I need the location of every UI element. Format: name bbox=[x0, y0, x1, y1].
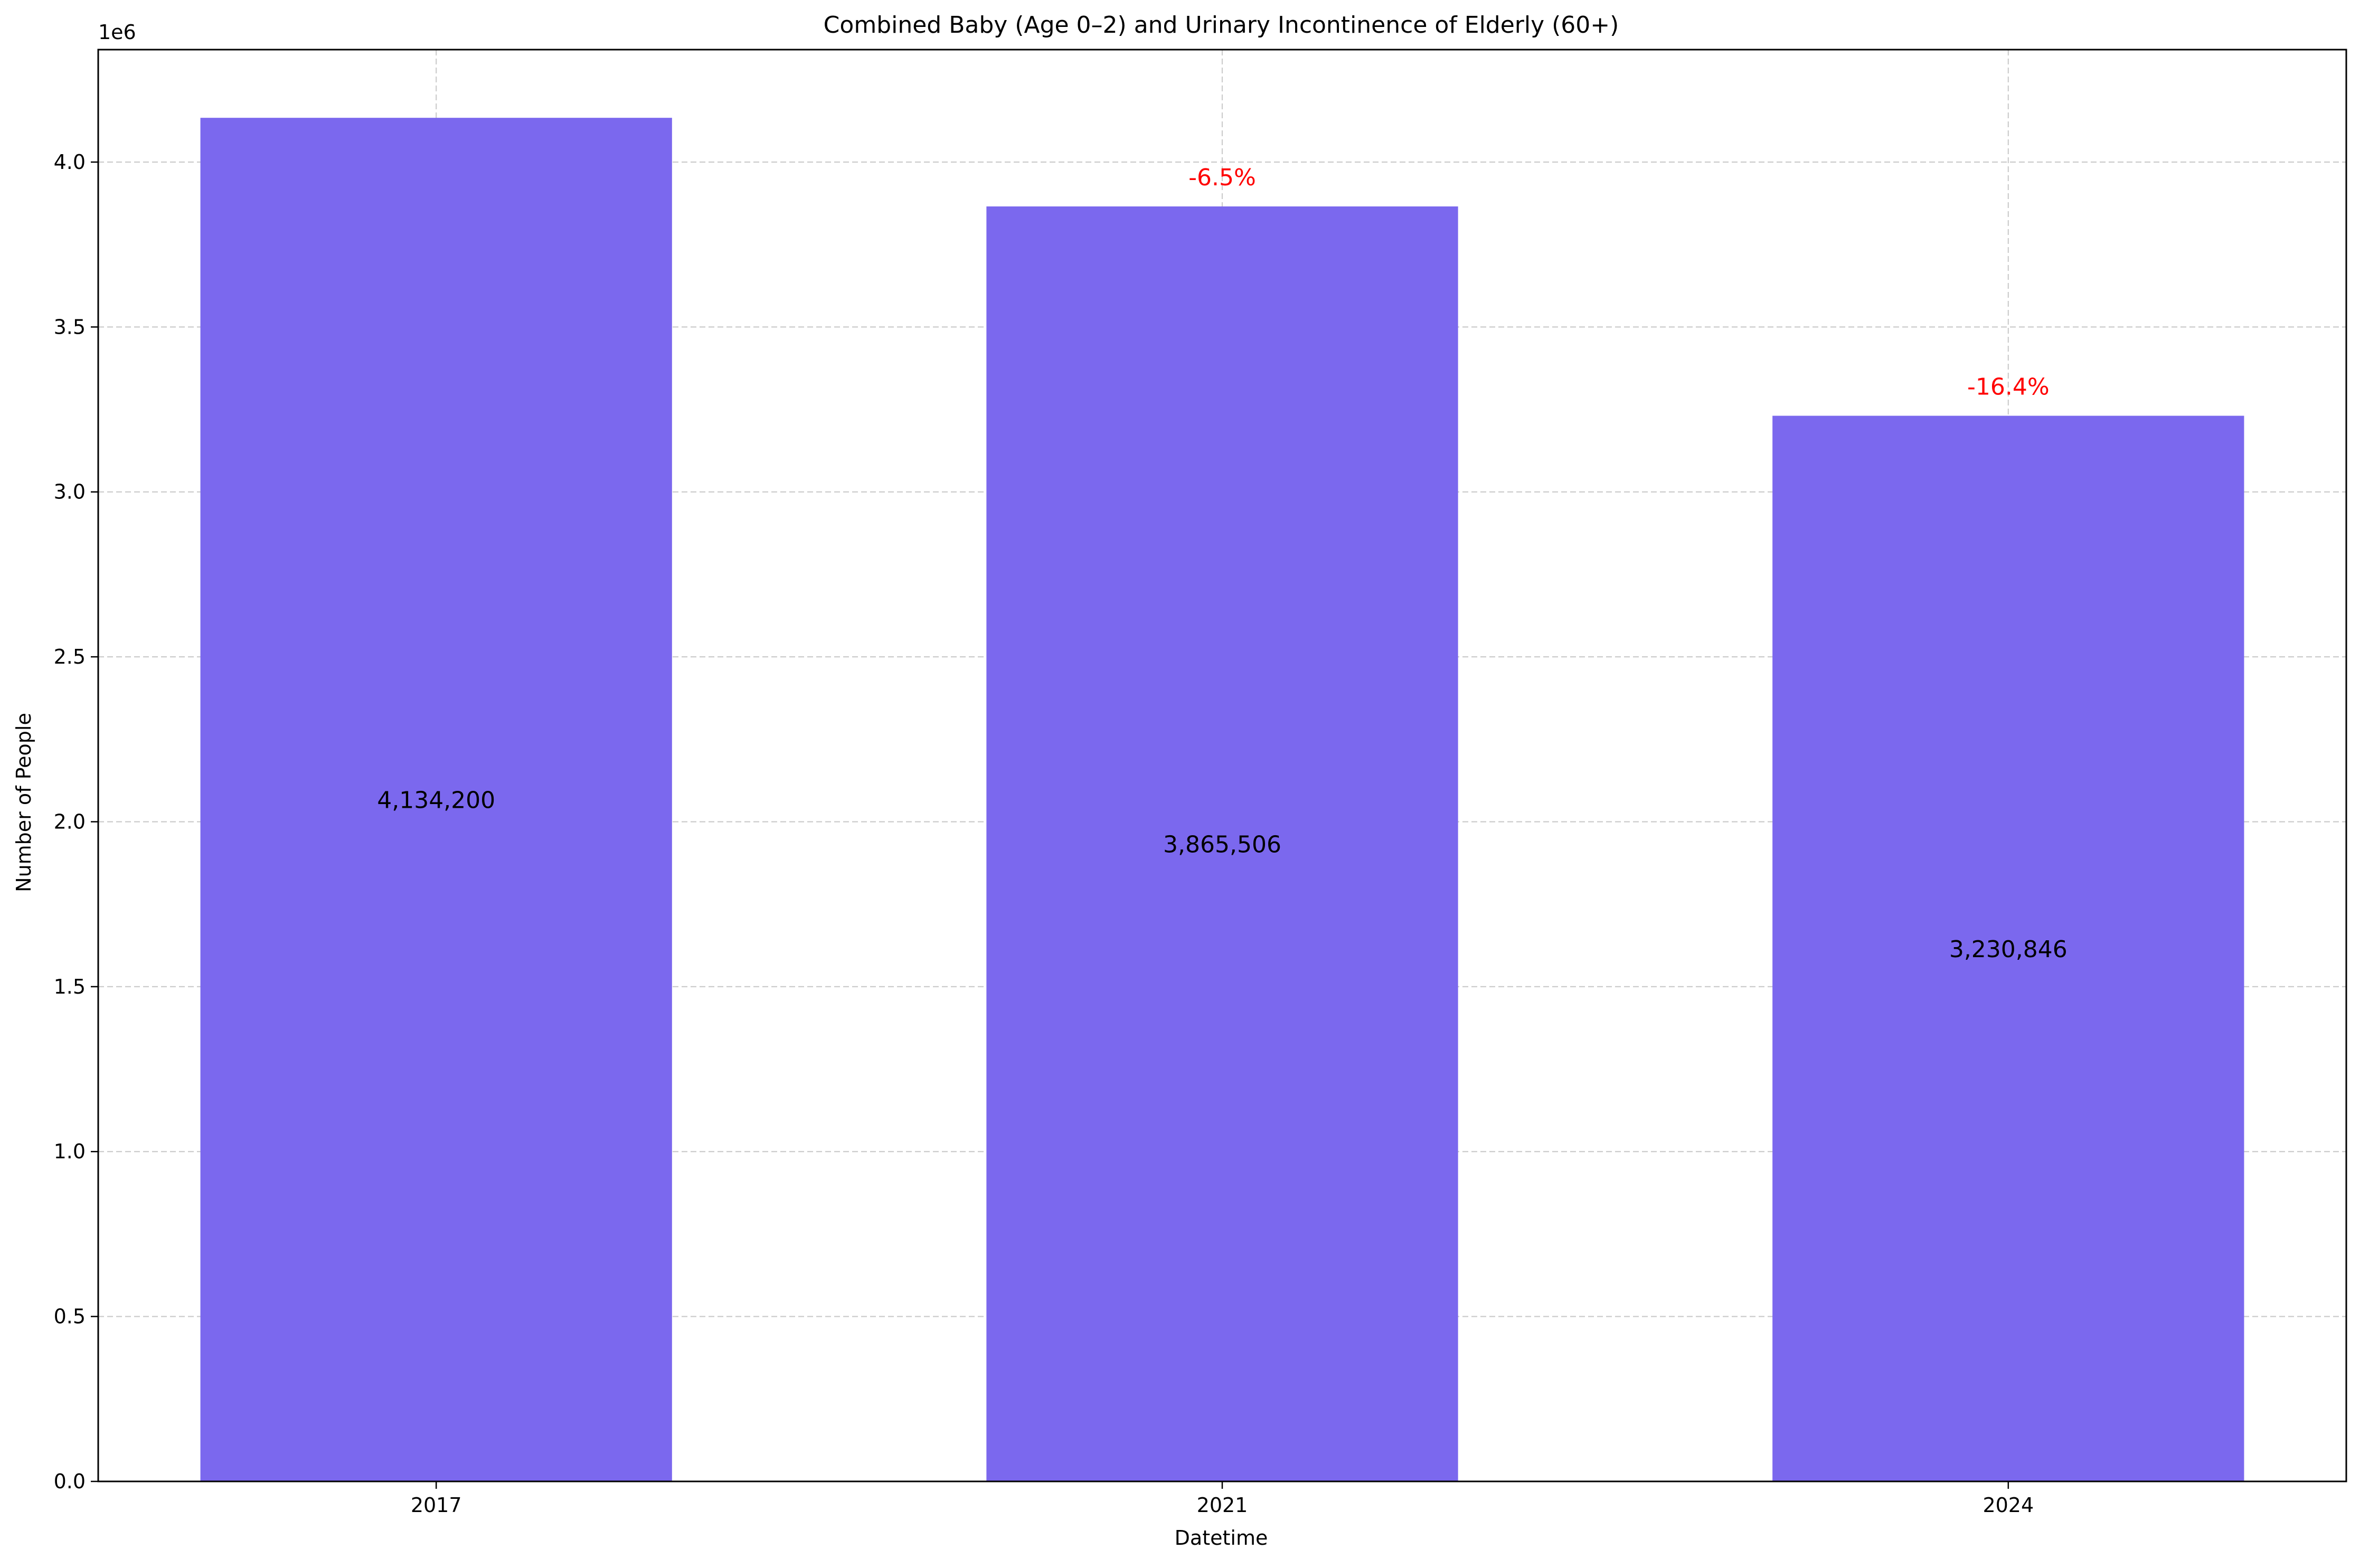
y-tick-label: 0.0 bbox=[54, 1470, 86, 1493]
bar-layer bbox=[200, 118, 2244, 1482]
y-tick-label: 3.5 bbox=[54, 315, 86, 338]
bar-change-label: -6.5% bbox=[1188, 164, 1256, 191]
bar-value-label: 3,230,846 bbox=[1949, 936, 2068, 963]
y-tick-label: 1.5 bbox=[54, 975, 86, 998]
y-tick-label: 0.5 bbox=[54, 1305, 86, 1328]
tick-layer: 0.0 0.5 1.0 1.5 2.0 2.5 3.0 3.5 4.0 2017 2021 2024 bbox=[54, 150, 2034, 1517]
y-tick-label: 4.0 bbox=[54, 150, 86, 174]
chart-title: Combined Baby (Age 0–2) and Urinary Inco… bbox=[824, 12, 1619, 39]
y-tick-label: 2.5 bbox=[54, 645, 86, 668]
bar-change-label: -16.4% bbox=[1967, 374, 2050, 401]
x-axis-title: Datetime bbox=[1175, 1526, 1268, 1550]
x-tick-label: 2017 bbox=[411, 1494, 462, 1517]
bar-value-label: 3,865,506 bbox=[1163, 832, 1281, 858]
y-tick-label: 3.0 bbox=[54, 480, 86, 504]
y-axis-offset-label: 1e6 bbox=[98, 21, 136, 44]
bar-2017 bbox=[200, 118, 672, 1482]
y-axis-title: Number of People bbox=[12, 713, 35, 892]
label-layer: 4,134,200 3,865,506 -6.5% 3,230,846 -16.4% bbox=[377, 164, 2068, 963]
bar-2024 bbox=[1772, 415, 2244, 1481]
x-tick-label: 2021 bbox=[1197, 1494, 1248, 1517]
bar-value-label: 4,134,200 bbox=[377, 787, 495, 814]
bar-2021 bbox=[986, 206, 1458, 1481]
y-tick-label: 2.0 bbox=[54, 810, 86, 833]
x-tick-label: 2024 bbox=[1983, 1494, 2034, 1517]
y-tick-label: 1.0 bbox=[54, 1140, 86, 1163]
